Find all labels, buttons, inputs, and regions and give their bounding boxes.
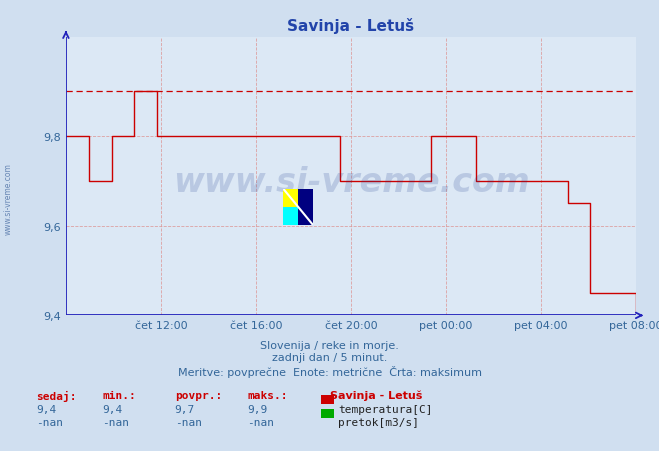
Text: 9,4: 9,4 bbox=[102, 404, 123, 414]
Text: povpr.:: povpr.: bbox=[175, 390, 222, 400]
Text: -nan: -nan bbox=[175, 417, 202, 427]
Text: maks.:: maks.: bbox=[247, 390, 287, 400]
Text: -nan: -nan bbox=[102, 417, 129, 427]
Text: sedaj:: sedaj: bbox=[36, 390, 76, 401]
Text: -nan: -nan bbox=[36, 417, 63, 427]
Text: -nan: -nan bbox=[247, 417, 274, 427]
Text: zadnji dan / 5 minut.: zadnji dan / 5 minut. bbox=[272, 353, 387, 363]
Bar bbox=[283, 207, 298, 226]
Text: 9,9: 9,9 bbox=[247, 404, 268, 414]
Text: min.:: min.: bbox=[102, 390, 136, 400]
Title: Savinja - Letuš: Savinja - Letuš bbox=[287, 18, 415, 34]
Text: temperatura[C]: temperatura[C] bbox=[338, 404, 432, 414]
Text: Slovenija / reke in morje.: Slovenija / reke in morje. bbox=[260, 341, 399, 350]
Text: www.si-vreme.com: www.si-vreme.com bbox=[4, 162, 13, 235]
Text: Savinja - Letuš: Savinja - Letuš bbox=[330, 390, 422, 400]
Text: 9,4: 9,4 bbox=[36, 404, 57, 414]
Text: www.si-vreme.com: www.si-vreme.com bbox=[173, 166, 529, 199]
Bar bbox=[283, 189, 298, 207]
Text: 9,7: 9,7 bbox=[175, 404, 195, 414]
Bar bbox=[298, 189, 313, 226]
Text: pretok[m3/s]: pretok[m3/s] bbox=[338, 417, 419, 427]
Text: Meritve: povprečne  Enote: metrične  Črta: maksimum: Meritve: povprečne Enote: metrične Črta:… bbox=[177, 365, 482, 377]
